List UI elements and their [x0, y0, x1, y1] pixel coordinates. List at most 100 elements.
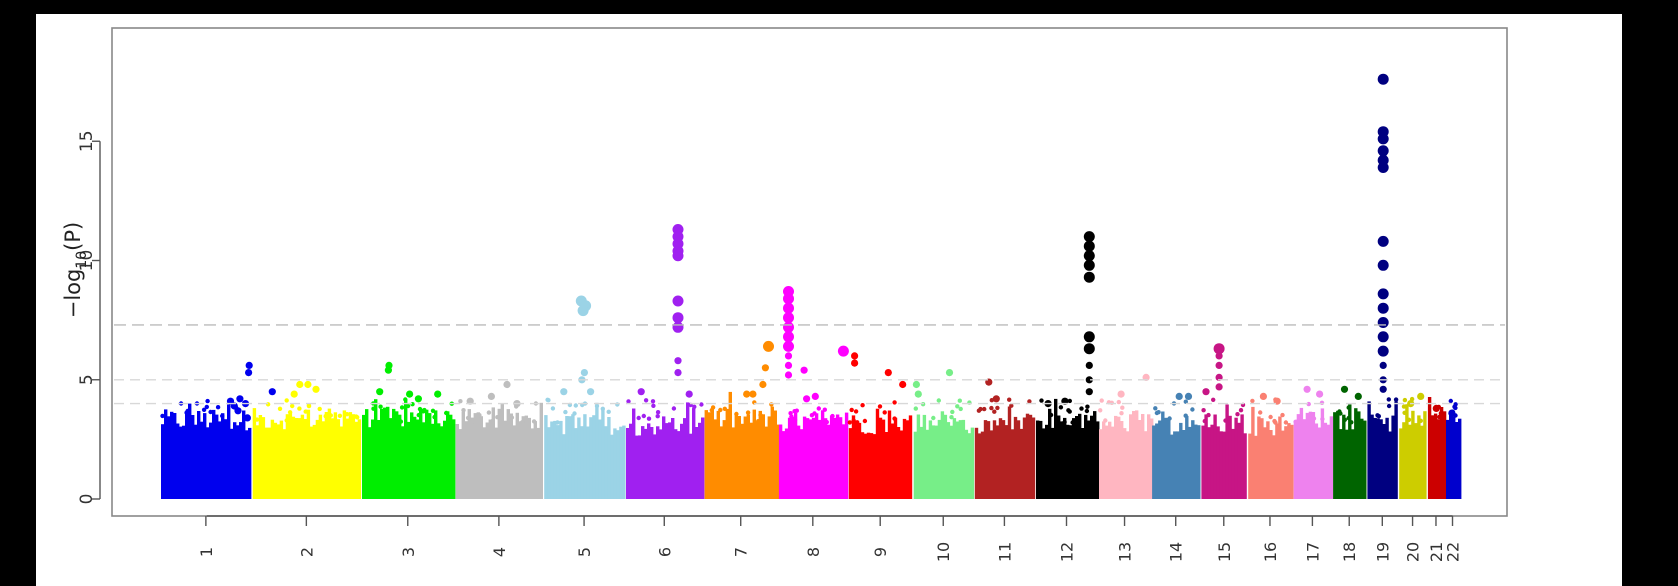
peak-point-chr18-1	[1354, 392, 1362, 400]
peak-point-chr19-10	[1377, 317, 1389, 328]
y-tick-label-10: 10	[77, 250, 97, 272]
peak-point-chr19-0	[1377, 73, 1389, 85]
peak-point-chr5-3	[580, 369, 589, 377]
x-tick-label-12: 12	[1058, 542, 1077, 562]
chromosome-11-points	[974, 378, 1036, 499]
chromosome-7-points	[704, 340, 780, 499]
peak-point-chr19-12	[1377, 345, 1389, 357]
chromosome-13-points	[1098, 373, 1154, 499]
peak-point-chr9-1	[851, 359, 859, 367]
x-tick-label-14: 14	[1167, 542, 1186, 562]
peak-point-chr19-5	[1377, 162, 1389, 173]
peak-point-chr9-2	[884, 369, 892, 377]
peak-point-chr15-2	[1215, 361, 1223, 369]
chromosome-17-points	[1293, 385, 1334, 499]
chromosome-10-points	[912, 369, 975, 499]
peak-point-chr7-2	[759, 380, 767, 389]
peak-point-chr17-0	[1303, 385, 1311, 393]
peak-point-chr3-4	[434, 390, 442, 398]
peak-point-chr8-3	[783, 312, 794, 324]
peak-point-chr19-13	[1379, 361, 1387, 369]
peak-point-chr1-7	[243, 414, 251, 422]
x-tick-label-7: 7	[732, 547, 751, 557]
x-tick-label-22: 22	[1444, 542, 1463, 562]
x-tick-label-15: 15	[1215, 542, 1234, 562]
chromosome-19-points	[1367, 73, 1399, 499]
peak-point-chr10-1	[912, 380, 921, 389]
chromosome-18-points	[1333, 385, 1367, 499]
chromosome-12-points	[1036, 231, 1100, 499]
x-tick-label-16: 16	[1261, 542, 1280, 562]
peak-point-chr6-6	[672, 312, 684, 324]
peak-point-chr8-6	[783, 340, 794, 352]
chromosome-16-points	[1248, 392, 1294, 499]
peak-point-chr1-6	[234, 407, 242, 415]
x-tick-label-13: 13	[1116, 542, 1135, 562]
peak-point-chr19-11	[1377, 331, 1389, 343]
peak-point-chr4-1	[487, 392, 495, 400]
peak-point-chr21-0	[1432, 404, 1440, 412]
peak-point-chr12-0	[1083, 231, 1095, 243]
x-tick-label-18: 18	[1340, 542, 1359, 562]
x-tick-label-11: 11	[995, 542, 1014, 562]
peak-point-chr7-0	[763, 340, 774, 352]
peak-point-chr18-0	[1340, 385, 1349, 393]
peak-point-chr19-2	[1377, 133, 1389, 145]
peak-point-chr8-1	[783, 293, 794, 305]
peak-point-chr12-3	[1083, 259, 1095, 271]
peak-point-chr12-9	[1085, 388, 1093, 396]
peak-point-chr6-9	[674, 369, 682, 377]
peak-point-chr15-4	[1215, 383, 1223, 391]
x-tick-label-3: 3	[399, 547, 418, 557]
peak-point-chr7-4	[743, 390, 751, 398]
peak-point-chr19-15	[1379, 385, 1387, 393]
x-tick-label-9: 9	[871, 547, 890, 557]
peak-point-chr10-2	[914, 390, 922, 398]
peak-point-chr2-2	[312, 385, 320, 393]
chromosome-21-points	[1427, 397, 1447, 499]
peak-point-chr2-3	[290, 390, 298, 398]
peak-point-chr15-1	[1215, 352, 1223, 360]
peak-point-chr12-5	[1083, 331, 1095, 343]
x-tick-label-10: 10	[934, 542, 953, 562]
x-tick-label-4: 4	[490, 547, 509, 557]
x-tick-label-2: 2	[297, 547, 316, 557]
peak-point-chr8-11	[811, 392, 819, 400]
peak-point-chr14-1	[1184, 392, 1193, 400]
x-tick-label-8: 8	[804, 547, 823, 557]
y-axis-label: −log10(P)	[61, 222, 90, 319]
peak-point-chr11-1	[992, 395, 1000, 403]
y-tick-label-5: 5	[77, 374, 97, 385]
peak-point-chr3-3	[406, 390, 414, 398]
peak-point-chr1-1	[245, 369, 253, 377]
peak-point-chr2-0	[296, 380, 304, 389]
x-tick-label-6: 6	[655, 547, 674, 557]
peak-point-chr17-1	[1316, 390, 1324, 398]
peak-point-chr8-7	[784, 352, 793, 360]
peak-point-chr8-4	[783, 321, 794, 333]
peak-point-chr19-3	[1377, 145, 1389, 157]
peak-point-chr12-4	[1083, 271, 1095, 283]
peak-point-chr15-0	[1213, 343, 1225, 355]
y-tick-label-15: 15	[77, 130, 97, 152]
y-tick-label-0: 0	[77, 494, 97, 505]
chromosome-14-points	[1152, 392, 1201, 499]
peak-point-chr13-1	[1117, 390, 1125, 398]
chromosome-4-points	[455, 380, 543, 499]
peak-point-chr12-6	[1083, 343, 1095, 355]
peak-point-chr3-2	[414, 395, 422, 403]
peak-point-chr19-6	[1377, 235, 1389, 247]
x-tick-label-17: 17	[1303, 542, 1322, 562]
peak-point-chr19-9	[1377, 302, 1389, 314]
peak-point-chr20-1	[1417, 392, 1425, 400]
peak-point-chr8-9	[784, 371, 793, 379]
peak-point-chr6-8	[674, 357, 682, 365]
chromosome-2-points	[252, 380, 362, 499]
peak-point-chr6-10	[685, 390, 693, 398]
x-tick-label-19: 19	[1373, 542, 1392, 562]
peak-point-chr5-2	[577, 305, 589, 317]
peak-point-chr8-10	[800, 366, 808, 374]
peak-point-chr6-7	[672, 321, 684, 333]
peak-point-chr8-2	[783, 302, 794, 314]
